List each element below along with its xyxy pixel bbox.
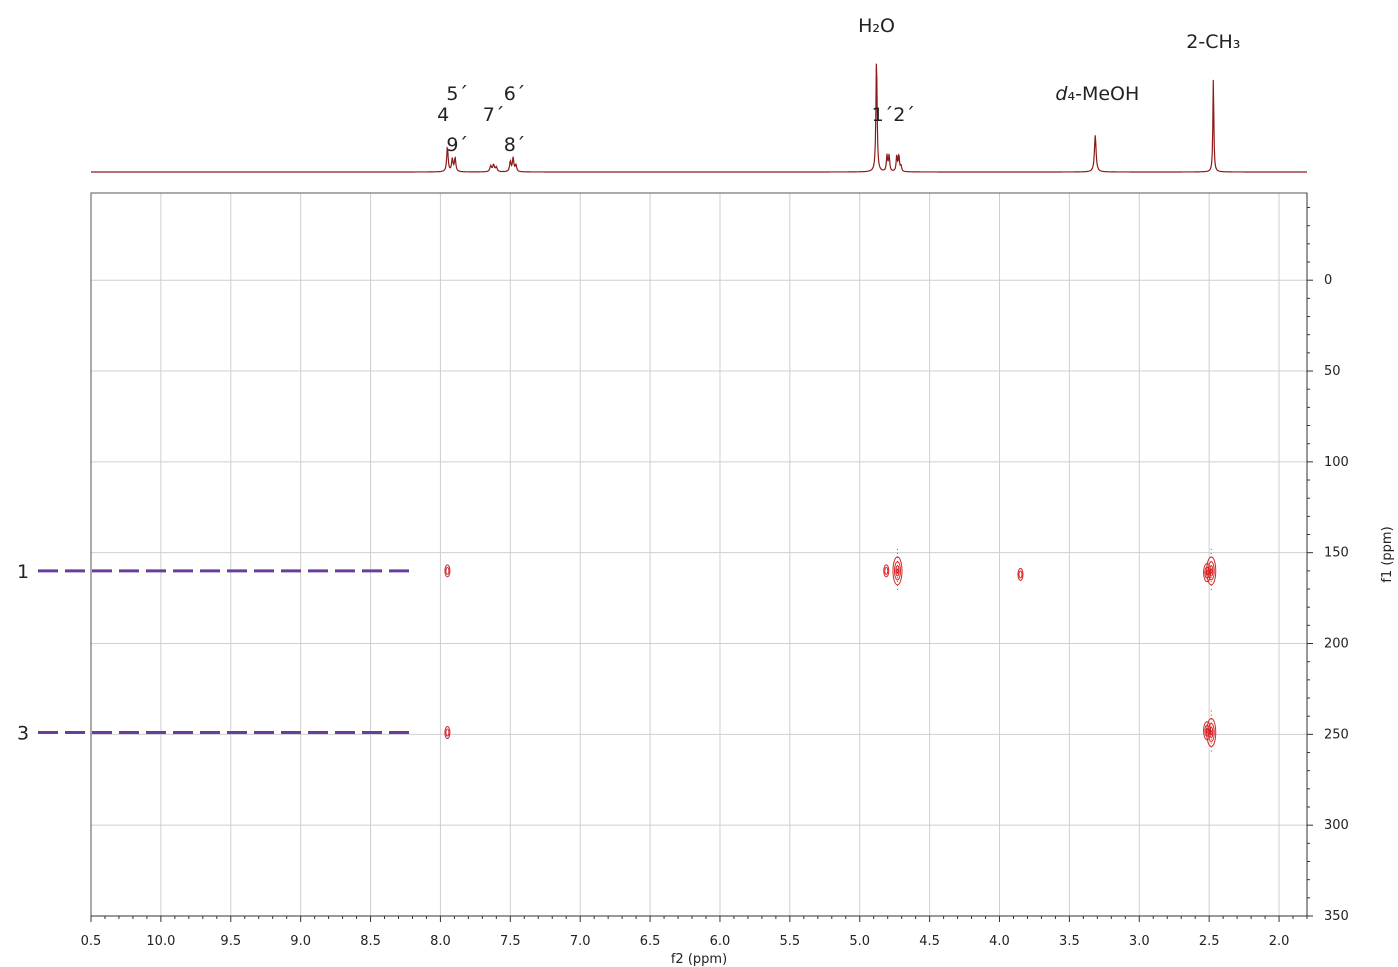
x-tick-label: 8.0 (430, 934, 451, 949)
y-axis-title: f1 (ppm) (1380, 526, 1395, 582)
x-tick-label: 3.0 (1129, 934, 1150, 949)
peak-label: 9´ (446, 134, 468, 156)
x-tick-label: 7.5 (500, 934, 521, 949)
x-tick-label: 0.5 (81, 934, 102, 949)
peak-label: 7´ (483, 104, 505, 126)
y-tick-label: 350 (1324, 909, 1349, 924)
cross-peak (1206, 710, 1217, 755)
cross-peaks (444, 548, 1217, 755)
x-axis-title: f2 (ppm) (671, 952, 727, 967)
cross-peak (1206, 548, 1217, 593)
contour-ring (883, 564, 890, 578)
contour-ring (1018, 570, 1023, 579)
y-tick-label: 100 (1324, 455, 1349, 470)
x-tick-label: 2.0 (1269, 934, 1290, 949)
y-axis: 0 50 100 150 200 250 300 350 (1306, 193, 1349, 924)
x-tick-label: 6.0 (710, 934, 731, 949)
peak-label: 1´2´ (872, 104, 915, 126)
row-marker-label: 1 (17, 561, 29, 583)
y-tick-label: 50 (1324, 364, 1341, 379)
plot-frame (90, 192, 1308, 917)
contour-ring (884, 566, 889, 575)
x-axis: 0.5 10.0 9.5 9.0 8.5 8.0 7.5 7.0 6.5 6.0 5.5 5.0 4.5… (81, 915, 1308, 949)
x-tick-label: 5.5 (780, 934, 801, 949)
peak-label: 8´ (504, 134, 526, 156)
peak-label: 6´ (504, 83, 526, 105)
contour-ring (1017, 567, 1024, 581)
x-tick-label: 10.0 (146, 934, 175, 949)
peak-labels: 45´ 9´ 6´7´ 8´ H₂O 1´2´ d₄-MeOH 2-CH₃ (437, 15, 1240, 156)
x-tick-label: 4.0 (989, 934, 1010, 949)
x-tick-label: 7.0 (570, 934, 591, 949)
x-tick-label: 8.5 (360, 934, 381, 949)
contour-ring (445, 728, 450, 737)
cross-peak (883, 564, 890, 578)
peak-label: 5´ (446, 83, 468, 105)
proton-spectrum (91, 63, 1307, 173)
grid-lines (90, 193, 1307, 916)
x-tick-label: 3.5 (1059, 934, 1080, 949)
x-tick-label: 6.5 (640, 934, 661, 949)
row-markers: 13 (17, 561, 411, 745)
y-tick-label: 200 (1324, 637, 1349, 652)
cross-peak (444, 726, 451, 740)
cross-peak (892, 548, 903, 593)
peak-label: d₄-MeOH (1055, 83, 1139, 105)
x-tick-label: 4.5 (919, 934, 940, 949)
contour-ring (444, 726, 451, 740)
y-tick-label: 250 (1324, 727, 1349, 742)
x-tick-label: 5.0 (849, 934, 870, 949)
spectrum-trace (91, 63, 1307, 173)
cross-peak (444, 564, 451, 578)
cross-peak (1017, 567, 1024, 581)
x-tick-label: 9.0 (290, 934, 311, 949)
y-tick-label: 150 (1324, 546, 1349, 561)
x-tick-label: 2.5 (1199, 934, 1220, 949)
contour-ring (444, 564, 451, 578)
x-tick-label: 9.5 (220, 934, 241, 949)
y-tick-label: 300 (1324, 818, 1349, 833)
y-tick-label: 0 (1324, 273, 1332, 288)
peak-label: 2-CH₃ (1186, 31, 1240, 53)
peak-label: H₂O (858, 15, 895, 37)
contour-ring (445, 566, 450, 575)
row-marker-label: 3 (17, 723, 29, 745)
peak-label: 4 (437, 104, 449, 126)
